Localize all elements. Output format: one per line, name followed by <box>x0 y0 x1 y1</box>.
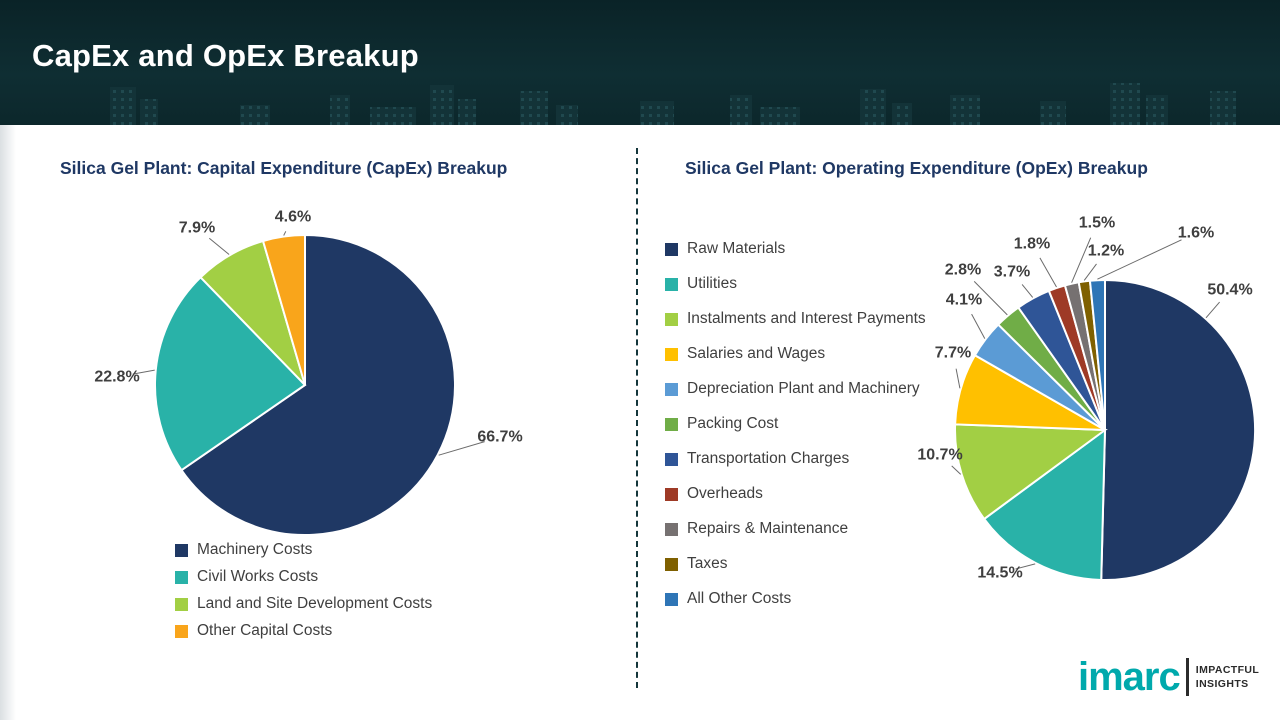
legend-item-repairs-maintenance: Repairs & Maintenance <box>665 520 995 538</box>
pie-data-label-other-capital-costs: 4.6% <box>275 209 311 226</box>
page-title: CapEx and OpEx Breakup <box>32 38 419 73</box>
legend-label: Other Capital Costs <box>197 622 333 639</box>
legend-item-transportation-charges: Transportation Charges <box>665 450 995 468</box>
legend-swatch <box>665 382 678 396</box>
skyline-buildings <box>110 83 1236 125</box>
legend-label: Taxes <box>687 555 728 572</box>
legend-label: Transportation Charges <box>687 450 850 467</box>
label-leader-line <box>1205 301 1220 319</box>
legend-item-civil-works-costs: Civil Works Costs <box>175 568 595 586</box>
legend-label: Machinery Costs <box>197 541 313 558</box>
capex-pie-chart: 66.7% 22.8% 7.9% 4.6% <box>94 209 523 536</box>
legend-label: Instalments and Interest Payments <box>687 310 926 327</box>
legend-item-utilities: Utilities <box>665 275 995 293</box>
legend-swatch <box>665 522 678 536</box>
label-leader-line <box>438 441 485 456</box>
legend-label: Overheads <box>687 485 763 502</box>
legend-label: Land and Site Development Costs <box>197 595 433 612</box>
legend-swatch <box>175 624 188 638</box>
pie-data-label-machinery-costs: 66.7% <box>477 429 522 446</box>
legend-item-depreciation-plant-and-machinery: Depreciation Plant and Machinery <box>665 380 995 398</box>
pie-slice-transportation-charges <box>1016 289 1106 431</box>
pie-slice-repairs-maintenance <box>1063 281 1106 431</box>
legend-item-salaries-and-wages: Salaries and Wages <box>665 345 995 363</box>
legend-label: Depreciation Plant and Machinery <box>687 380 920 397</box>
legend-item-raw-materials: Raw Materials <box>665 240 995 258</box>
legend-label: Raw Materials <box>687 240 786 257</box>
label-leader-line <box>1015 563 1036 570</box>
pie-data-label-taxes: 1.2% <box>1088 243 1124 260</box>
pie-slice-packing-cost <box>996 306 1106 431</box>
label-leader-line <box>283 231 287 236</box>
logo-divider-bar <box>1185 658 1189 696</box>
opex-legend: Raw Materials Utilities Instalments and In… <box>665 240 995 625</box>
pie-slice-other-capital-costs <box>261 233 306 386</box>
pie-slice-raw-materials <box>1100 278 1257 581</box>
legend-swatch <box>665 557 678 571</box>
label-leader-line <box>132 369 155 375</box>
logo-tagline-line1: IMPACTFUL <box>1195 663 1260 676</box>
legend-label: Civil Works Costs <box>197 568 319 585</box>
logo-tagline-line2: INSIGHTS <box>1195 678 1249 690</box>
label-leader-line <box>1083 263 1097 281</box>
capex-chart-title: Silica Gel Plant: Capital Expenditure (C… <box>60 158 508 178</box>
legend-swatch <box>665 487 678 501</box>
logo-tagline: IMPACTFUL INSIGHTS <box>1196 663 1259 691</box>
city-skyline-graphic <box>110 83 1236 125</box>
capex-legend: Machinery Costs Civil Works Costs Land and… <box>175 541 595 649</box>
label-leader-line <box>1071 237 1092 283</box>
pie-slice-civil-works-costs <box>153 275 307 472</box>
legend-swatch <box>665 347 678 361</box>
legend-swatch <box>665 277 678 291</box>
pie-slice-overheads <box>1047 284 1106 431</box>
pie-slice-all-other-costs <box>1088 278 1106 431</box>
legend-item-other-capital-costs: Other Capital Costs <box>175 622 595 640</box>
pie-data-label-transportation-charges: 3.7% <box>994 264 1030 281</box>
vertical-dashed-divider <box>636 148 638 688</box>
label-leader-line <box>1021 284 1034 298</box>
imarc-logo: imarc IMPACTFUL INSIGHTS <box>1078 655 1259 699</box>
legend-label: Salaries and Wages <box>687 345 826 362</box>
pie-slice-land-and-site-development-costs <box>199 239 306 386</box>
header-banner: CapEx and OpEx Breakup <box>0 0 1280 125</box>
opex-chart-title: Silica Gel Plant: Operating Expenditure … <box>685 158 1148 178</box>
legend-item-packing-cost: Packing Cost <box>665 415 995 433</box>
pie-data-label-raw-materials: 50.4% <box>1207 282 1252 299</box>
legend-label: All Other Costs <box>687 590 792 607</box>
legend-label: Repairs & Maintenance <box>687 520 849 537</box>
legend-item-taxes: Taxes <box>665 555 995 573</box>
legend-label: Utilities <box>687 275 737 292</box>
pie-slice-utilities <box>982 427 1107 581</box>
pie-data-label-civil-works-costs: 22.8% <box>94 369 139 386</box>
legend-swatch <box>175 570 188 584</box>
legend-swatch <box>665 312 678 326</box>
legend-item-overheads: Overheads <box>665 485 995 503</box>
legend-item-all-other-costs: All Other Costs <box>665 590 995 608</box>
legend-swatch <box>665 417 678 431</box>
imarc-logo-text: imarc <box>1078 655 1181 699</box>
pie-slice-taxes <box>1077 279 1106 431</box>
label-leader-line <box>1039 257 1057 288</box>
legend-label: Packing Cost <box>687 415 779 432</box>
pie-data-label-all-other-costs: 1.6% <box>1178 225 1214 242</box>
legend-swatch <box>175 597 188 611</box>
pie-slice-machinery-costs <box>180 233 456 536</box>
legend-item-instalments-and-interest-payments: Instalments and Interest Payments <box>665 310 995 328</box>
legend-swatch <box>665 452 678 466</box>
label-leader-line <box>1097 239 1182 280</box>
legend-item-machinery-costs: Machinery Costs <box>175 541 595 559</box>
legend-swatch <box>665 592 678 606</box>
left-edge-fade <box>0 125 16 720</box>
pie-data-label-overheads: 1.8% <box>1014 236 1050 253</box>
label-leader-line <box>208 237 230 255</box>
legend-swatch <box>665 242 678 256</box>
pie-data-label-land-and-site-development-costs: 7.9% <box>179 220 215 237</box>
legend-swatch <box>175 543 188 557</box>
legend-item-land-and-site-development-costs: Land and Site Development Costs <box>175 595 595 613</box>
pie-data-label-repairs-maintenance: 1.5% <box>1079 215 1115 232</box>
